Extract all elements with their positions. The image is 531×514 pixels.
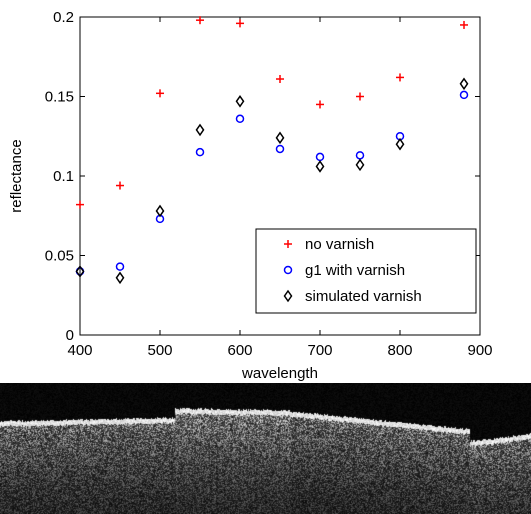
data-point-plus <box>236 19 244 28</box>
x-axis: 400 500 600 700 800 900 <box>67 17 493 359</box>
data-point-diamond <box>115 271 125 285</box>
data-point-diamond <box>275 131 285 145</box>
data-point-diamond <box>75 265 85 278</box>
legend-label: g1 with varnish <box>305 262 405 279</box>
x-tick-label: 600 <box>227 342 252 359</box>
data-point-plus <box>196 16 204 25</box>
data-point-diamond <box>395 137 405 151</box>
x-tick-label: 500 <box>147 342 172 359</box>
legend-box <box>255 228 477 314</box>
data-point-diamond <box>235 94 245 108</box>
data-point-diamond <box>459 77 469 91</box>
x-tick-label: 800 <box>387 342 412 359</box>
data-point-diamond <box>315 160 325 173</box>
x-axis-label: wavelength <box>241 365 318 382</box>
legend-marker-plus <box>284 240 292 248</box>
data-point-circle <box>459 90 469 100</box>
data-point-plus <box>356 92 364 101</box>
data-point-plus <box>156 89 164 98</box>
reflectance-chart: 0 0.05 0.1 0.15 0.2 400 500 600 700 800 900 wavel… <box>8 9 493 382</box>
y-tick-label: 0.05 <box>45 248 74 265</box>
data-point-circle <box>275 144 285 154</box>
data-point-plus <box>116 181 124 190</box>
data-point-diamond <box>155 204 165 218</box>
y-tick-label: 0 <box>66 327 74 344</box>
y-tick-label: 0.2 <box>53 9 74 26</box>
y-tick-label: 0.15 <box>45 89 74 106</box>
legend-marker-diamond <box>283 289 293 303</box>
y-axis: 0 0.05 0.1 0.15 0.2 <box>45 9 480 344</box>
data-point-plus <box>460 20 468 29</box>
y-axis-label: reflectance <box>8 139 25 212</box>
y-tick-label: 0.1 <box>53 168 74 185</box>
data-point-diamond <box>195 123 205 137</box>
legend-label: no varnish <box>305 236 374 253</box>
data-point-plus <box>396 73 404 82</box>
data-point-circle <box>115 262 125 271</box>
data-point-circle <box>235 114 245 124</box>
data-point-plus <box>276 75 284 84</box>
data-points <box>75 16 469 285</box>
legend-marker-circle <box>283 265 293 275</box>
legend-label: simulated varnish <box>305 288 422 305</box>
x-tick-label: 700 <box>307 342 332 359</box>
data-point-circle <box>195 147 205 157</box>
data-point-plus <box>316 100 324 109</box>
data-point-plus <box>76 200 84 209</box>
scan-image <box>0 383 531 514</box>
x-tick-label: 400 <box>67 342 92 359</box>
legend: no varnish g1 with varnish simulated varni… <box>255 228 477 314</box>
x-tick-label: 900 <box>467 342 492 359</box>
data-point-diamond <box>355 158 365 172</box>
